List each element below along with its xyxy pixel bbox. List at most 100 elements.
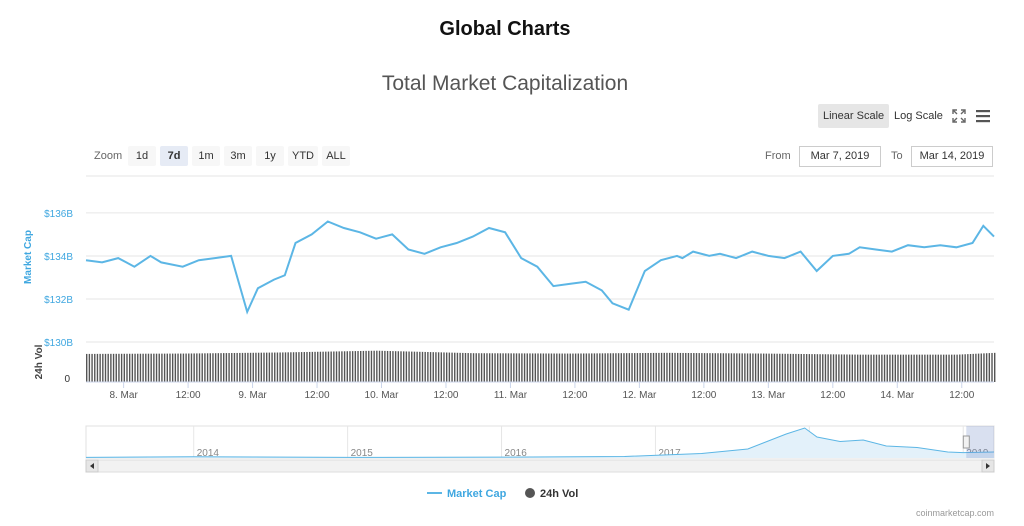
volume-bar [725,353,727,382]
volume-bar [118,353,120,382]
volume-bar [682,352,684,382]
to-date-input[interactable] [911,146,993,167]
volume-bar [467,353,469,382]
fullscreen-icon[interactable] [951,108,967,124]
volume-bar [652,352,655,382]
volume-bar [378,350,381,382]
volume-bar [985,353,988,382]
volume-bar [599,353,601,382]
volume-bar [969,353,972,382]
volume-bar [349,351,351,382]
volume-bar [507,353,510,382]
volume-bar [677,352,679,382]
legend: Market Cap 24h Vol [427,488,578,500]
volume-bar [733,353,735,382]
volume-bar [822,354,824,382]
volume-bar [145,353,147,382]
volume-bar [663,352,665,382]
volume-bar [515,353,518,382]
volume-bar [585,353,588,382]
volume-bar [483,353,485,382]
zoom-button-1y[interactable]: 1y [256,146,284,166]
volume-bar [910,354,913,382]
volume-bar [402,351,405,382]
volume-bar [784,353,786,382]
volume-bar [795,353,797,382]
zoom-button-7d[interactable]: 7d [160,146,188,166]
zoom-label: Zoom [94,150,123,162]
navigator-selection [966,426,994,458]
volume-bar [314,351,316,382]
volume-bar [561,353,563,382]
linear-scale-button[interactable]: Linear Scale [818,104,890,128]
volume-bar [760,353,762,382]
volume-bar [827,354,829,382]
x-tick-label: 12:00 [820,390,845,401]
volume-bar [830,354,832,382]
volume-bar [542,353,545,382]
volume-bar [432,352,434,382]
volume-bar [945,354,948,382]
volume-bar [601,353,604,382]
volume-bar [859,354,862,382]
volume-bar [674,352,676,382]
zoom-button-all[interactable]: ALL [322,146,350,166]
volume-bar [918,354,921,382]
volume-bar [478,353,480,382]
volume-bar [867,354,870,382]
legend-24h-vol-label: 24h Vol [540,488,578,500]
credits-link[interactable]: coinmarketcap.com [915,508,994,518]
volume-bar [752,353,754,382]
navigator-handle [962,435,970,449]
x-tick-label: 13. Mar [751,390,786,401]
volume-bar [757,353,759,382]
volume-bar [126,353,128,382]
volume-bar [537,353,539,382]
volume-bar [977,353,980,382]
volume-bar [416,351,418,382]
volume-bar [142,353,144,382]
volume-bar [695,353,698,382]
volume-bar [787,353,789,382]
volume-bar [902,354,905,382]
volume-bar [650,352,652,382]
volume-bar [655,352,657,382]
zoom-button-3m[interactable]: 3m [224,146,252,166]
volume-bar [166,353,168,382]
volume-bar [486,353,488,382]
volume-bar [249,352,252,382]
volume-bar [580,353,582,382]
volume-bar [448,352,451,382]
vol-tick-label: 0 [64,374,70,385]
volume-bar [814,354,816,382]
navigator-year-label: 2015 [351,448,374,459]
volume-bar [123,353,126,382]
y-tick-label: $130B [44,338,73,349]
volume-bar [811,354,813,382]
volume-bar [746,353,749,382]
volume-bar [545,353,547,382]
volume-bar [940,354,942,382]
volume-bar [370,350,373,382]
volume-bar [526,353,528,382]
hamburger-menu-icon[interactable] [975,108,991,124]
volume-bar [392,351,394,382]
zoom-button-1m[interactable]: 1m [192,146,220,166]
volume-bar [368,350,370,382]
volume-bar [327,351,330,382]
volume-bar [193,353,195,382]
navigator-year-label: 2016 [505,448,528,459]
zoom-button-1d[interactable]: 1d [128,146,156,166]
volume-bar [558,353,561,382]
zoom-button-ytd[interactable]: YTD [288,146,318,166]
volume-bar [169,353,171,382]
volume-bar [956,354,958,382]
x-tick-label: 12:00 [176,390,201,401]
volume-bar [394,351,397,382]
x-tick-label: 12:00 [305,390,330,401]
volume-bar [233,352,236,382]
log-scale-button[interactable]: Log Scale [894,110,943,122]
from-date-input[interactable] [799,146,881,167]
volume-bar [429,352,432,382]
